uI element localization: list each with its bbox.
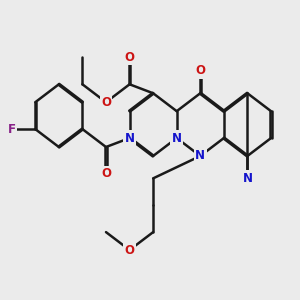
Text: O: O — [124, 244, 135, 256]
Text: O: O — [101, 96, 111, 109]
Text: N: N — [124, 132, 135, 145]
Text: N: N — [242, 172, 252, 185]
Text: O: O — [101, 167, 111, 180]
Text: O: O — [124, 51, 135, 64]
Text: N: N — [172, 132, 182, 145]
Text: F: F — [8, 123, 16, 136]
Text: O: O — [195, 64, 205, 77]
Text: N: N — [195, 149, 205, 163]
